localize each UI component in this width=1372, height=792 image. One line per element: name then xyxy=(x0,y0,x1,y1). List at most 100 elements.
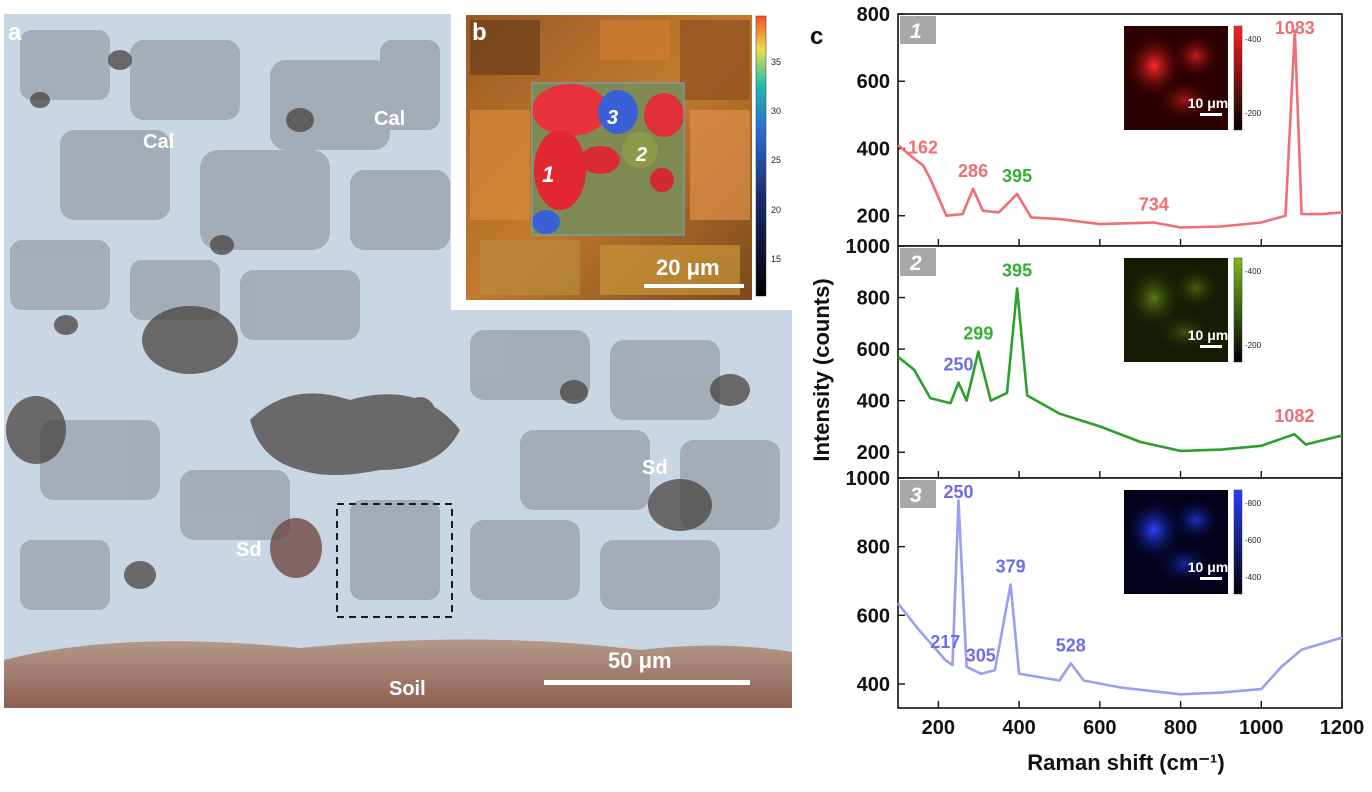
peak-label: 250 xyxy=(944,355,974,375)
y-tick-label: 200 xyxy=(857,442,890,464)
x-tick-label: 1000 xyxy=(1239,717,1284,739)
inset-scale-label: 10 μm xyxy=(1188,95,1228,111)
inset-colorbar-tick: -400 xyxy=(1245,573,1262,582)
peak-label: 299 xyxy=(963,324,993,344)
colorbar-b-ticks: 35 30 25 20 15 xyxy=(771,57,781,264)
soil-band xyxy=(4,639,792,708)
spectrum-panel-2: 200 400 600 800 1000 2 250 299 395 1082 10 μm -400 -… xyxy=(846,236,1343,479)
inset-hotspot xyxy=(1170,496,1222,544)
x-axis-label: Raman shift (cm⁻¹) xyxy=(1027,750,1224,775)
peak-label: 217 xyxy=(930,632,960,652)
inset-hotspot xyxy=(1154,78,1214,122)
colorbar-tick: 25 xyxy=(771,155,781,165)
peak-label: 305 xyxy=(966,646,996,666)
panel-b-texture xyxy=(470,20,750,295)
y-tick-label: 400 xyxy=(857,391,890,413)
spectrum-panel-1: 200 400 600 800 1 162 286 395 734 1083 10 μm -400 -2… xyxy=(857,4,1343,247)
plot-frame xyxy=(897,13,1343,247)
raman-map-outline xyxy=(531,82,685,236)
peak-label: 286 xyxy=(958,161,988,181)
spectrum-line-1 xyxy=(897,29,1343,229)
inset-hotspot xyxy=(1170,264,1222,312)
inset-colorbar xyxy=(1233,489,1243,595)
scale-label-b: 20 μm xyxy=(656,255,720,280)
spectrum-panel-3: 400 600 800 1000 3 217 250 305 379 528 10 μm -800 -6… xyxy=(846,468,1343,709)
inset-scale-bar xyxy=(1200,113,1222,116)
x-tick-label: 800 xyxy=(1164,717,1197,739)
point-label-2: 2 xyxy=(635,144,647,166)
inset-colorbar-tick: -600 xyxy=(1245,536,1262,545)
dark-pores xyxy=(6,50,750,589)
inset-scale-bar xyxy=(1200,345,1222,348)
peak-label: 395 xyxy=(1002,261,1032,281)
colorbar-tick: 15 xyxy=(771,254,781,264)
colorbar-tick: 20 xyxy=(771,205,781,215)
peak-label: 528 xyxy=(1056,635,1086,655)
y-tick-label: 200 xyxy=(857,206,890,228)
inset-colorbar-tick: -400 xyxy=(1245,267,1262,276)
inset-scale-label: 10 μm xyxy=(1188,559,1228,575)
region-label-sd-2: Sd xyxy=(236,539,262,561)
spectrum-index-label: 2 xyxy=(909,252,922,275)
y-tick-label: 800 xyxy=(857,4,890,26)
spectrum-index-label: 1 xyxy=(910,20,922,43)
peak-label: 395 xyxy=(1002,166,1032,186)
y-tick-label: 600 xyxy=(857,71,890,93)
inset-scale-label: 10 μm xyxy=(1188,327,1228,343)
inset-hotspot xyxy=(1154,542,1214,586)
point-label-1: 1 xyxy=(542,162,554,187)
y-tick-label: 1000 xyxy=(846,236,891,258)
inset-hotspot xyxy=(1154,310,1214,354)
peak-label: 1082 xyxy=(1274,406,1314,426)
region-label-cal-2: Cal xyxy=(374,108,405,130)
peak-label: 162 xyxy=(908,137,938,157)
panel-b: 1 2 3 20 μm b 35 30 25 20 15 xyxy=(451,14,792,310)
peak-label: 1083 xyxy=(1275,18,1315,38)
x-tick-label: 1200 xyxy=(1320,717,1365,739)
inset-colorbar-tick: -200 xyxy=(1245,109,1262,118)
inset-colorbar xyxy=(1233,25,1243,131)
x-tick-label: 400 xyxy=(1002,717,1035,739)
point-label-3: 3 xyxy=(607,107,618,129)
spectrum-line-2 xyxy=(897,287,1343,453)
spectrum-index-label: 3 xyxy=(910,484,922,507)
y-tick-label: 400 xyxy=(857,138,890,160)
scale-bar-b xyxy=(644,284,744,288)
panel-letter-c: c xyxy=(810,23,823,50)
inset-colorbar-tick: -200 xyxy=(1245,341,1262,350)
region-label-cal-1: Cal xyxy=(143,131,174,153)
spectrum-line-3 xyxy=(896,499,1343,696)
y-tick-label: 800 xyxy=(857,537,890,559)
scale-bar-a xyxy=(544,680,750,685)
y-tick-label: 1000 xyxy=(846,468,891,490)
raman-map-patches xyxy=(532,84,684,234)
spectra-plots: 200 400 600 800 1 162 286 395 734 1083 10 μm -400 -2… xyxy=(846,4,1365,739)
panel-c: c Intensity (counts) Raman shift (cm⁻¹) … xyxy=(809,4,1364,775)
x-tick-label: 200 xyxy=(922,717,955,739)
spectrum-index-box xyxy=(900,16,936,44)
peak-label: 734 xyxy=(1139,194,1169,214)
y-tick-label: 600 xyxy=(857,339,890,361)
plot-frame xyxy=(897,245,1343,479)
dashed-selection-box xyxy=(336,503,453,618)
spectrum-index-box xyxy=(900,248,936,276)
colorbar-tick: 30 xyxy=(771,106,781,116)
y-tick-label: 600 xyxy=(857,605,890,627)
x-tick-label: 600 xyxy=(1083,717,1116,739)
inset-hotspot xyxy=(1170,32,1222,80)
y-tick-label: 400 xyxy=(857,674,890,696)
inset-colorbar-tick: -400 xyxy=(1245,35,1262,44)
region-label-sd-1: Sd xyxy=(642,457,668,479)
spectrum-index-box xyxy=(900,480,936,508)
scale-label-a: 50 μm xyxy=(608,648,672,673)
colorbar-tick: 35 xyxy=(771,57,781,67)
peak-label: 379 xyxy=(996,556,1026,576)
y-axis-label: Intensity (counts) xyxy=(809,278,834,461)
inset-colorbar-tick: -800 xyxy=(1245,499,1262,508)
peak-label: 250 xyxy=(944,482,974,502)
region-label-soil: Soil xyxy=(389,678,426,700)
panel-letter-b: b xyxy=(472,19,487,46)
calcite-grains xyxy=(10,30,780,610)
panel-letter-a: a xyxy=(8,19,22,46)
